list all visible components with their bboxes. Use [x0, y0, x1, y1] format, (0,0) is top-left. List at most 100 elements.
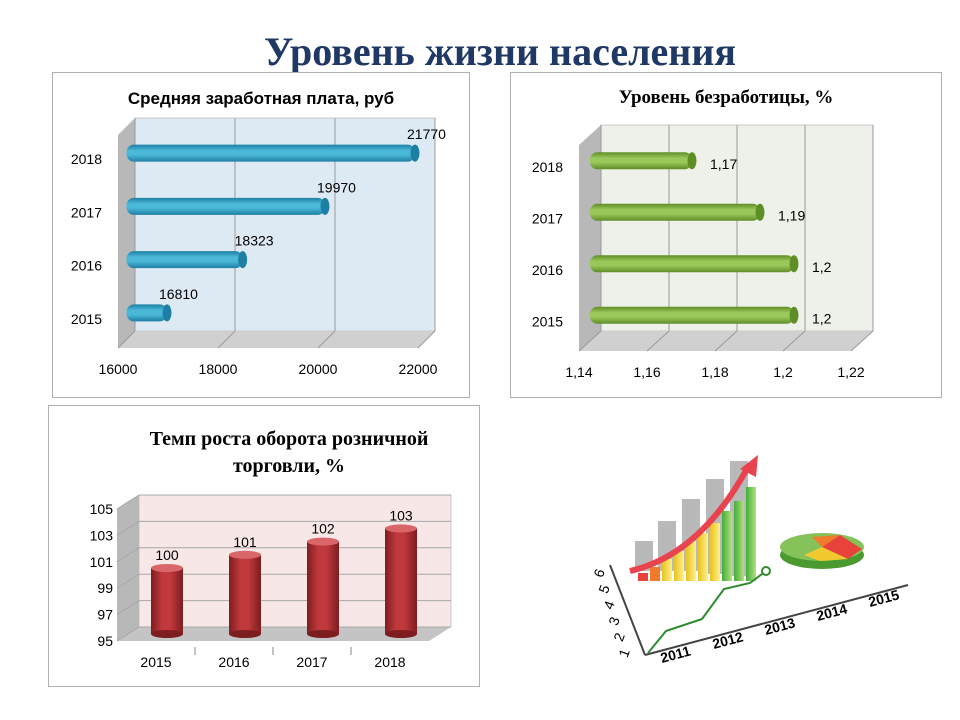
- retail-category-label: 2018: [374, 654, 405, 670]
- deco-y-axis: [609, 564, 646, 656]
- salary-data-label: 21770: [407, 126, 446, 142]
- deco-color-column: [674, 551, 684, 581]
- unemployment-chart-title: Уровень безработицы, %: [618, 87, 834, 108]
- retail-chart-title: Темп роста оборота розничной торговли, %: [79, 426, 499, 480]
- deco-color-column: [734, 501, 744, 581]
- salary-x-tick-label: 20000: [299, 361, 338, 377]
- salary-bar: [126, 197, 325, 215]
- retail-bar-base: [307, 630, 339, 638]
- retail-chart: 95 97 99 101 103 105 100 2015 101 2016 102 2017 103 2…: [90, 494, 452, 670]
- salary-gridline-floor: [317, 330, 336, 349]
- deco-color-column: [746, 487, 756, 581]
- unemp-bar-cap: [687, 152, 697, 170]
- unemp-x-tick-label: 1,16: [633, 364, 660, 380]
- salary-chart-title: Средняя заработная плата, руб: [127, 89, 395, 108]
- unemp-x-tick-label: 1,2: [773, 364, 793, 380]
- unemp-x-tick-label: 1,22: [837, 364, 864, 380]
- salary-chart: 16000 18000 20000 22000 2015 16810 2016 18323 20…: [71, 117, 446, 377]
- salary-data-label: 19970: [317, 179, 356, 195]
- salary-data-label: 16810: [159, 286, 198, 302]
- retail-bar: [151, 568, 183, 634]
- retail-gridline-side: [116, 573, 140, 589]
- retail-chart-title-line1: Темп роста оборота розничной: [149, 428, 429, 450]
- deco-color-column: [698, 533, 708, 581]
- retail-y-tick-label: 101: [90, 554, 114, 570]
- deco-pie-slice-yellow: [804, 547, 848, 561]
- retail-floor: [117, 627, 451, 641]
- retail-bar: [385, 528, 417, 634]
- retail-bar-cap: [151, 564, 183, 572]
- retail-bar-base: [151, 630, 183, 638]
- deco-red-arrow: [629, 465, 751, 574]
- salary-floor: [118, 331, 435, 348]
- salary-gridline-floor: [217, 330, 236, 349]
- retail-category-label: 2017: [296, 654, 327, 670]
- unemp-bar-cap: [755, 203, 765, 221]
- retail-bar: [307, 541, 339, 634]
- retail-data-label: 102: [311, 521, 335, 537]
- unemp-gridline-floor: [714, 330, 738, 352]
- salary-gridline-floor: [417, 330, 436, 349]
- salary-bar-cap: [238, 251, 248, 269]
- unemp-bar: [590, 152, 692, 170]
- unemp-gridline-floor: [782, 330, 806, 352]
- deco-color-column: [710, 523, 720, 581]
- deco-pie-slice-orange: [812, 535, 840, 547]
- unemp-data-label: 1,19: [778, 207, 805, 223]
- unemp-x-tick-label: 1,14: [565, 364, 592, 380]
- salary-category-label: 2018: [71, 151, 102, 167]
- unemp-category-label: 2017: [532, 210, 563, 226]
- deco-line-endpoint: [761, 566, 771, 576]
- salary-category-label: 2015: [71, 311, 102, 327]
- retail-bar-cap: [229, 550, 261, 559]
- salary-bar: [126, 144, 415, 162]
- unemployment-chart-panel: Уровень безработицы, % 1,14 1,16 1,18 1,2 1,…: [510, 72, 942, 398]
- unemp-bar: [590, 203, 760, 221]
- salary-bar-cap: [162, 304, 172, 322]
- deco-year-label: 2013: [763, 614, 797, 638]
- deco-color-column: [638, 573, 648, 581]
- salary-x-tick-label: 18000: [199, 361, 238, 377]
- unemp-data-label: 1,2: [812, 259, 832, 275]
- salary-side-wall: [118, 118, 135, 348]
- unemp-data-label: 1,2: [812, 310, 832, 326]
- salary-chart-panel: Средняя заработная плата, руб 16000 18000…: [52, 72, 470, 398]
- unemp-bar: [590, 306, 794, 324]
- salary-x-tick-label: 16000: [99, 361, 138, 377]
- unemp-category-label: 2016: [532, 262, 563, 278]
- salary-category-label: 2017: [71, 204, 102, 220]
- retail-chart-panel: Темп роста оборота розничной торговли, %…: [48, 405, 480, 687]
- deco-pie-slice-red: [822, 535, 862, 559]
- deco-color-column: [722, 511, 732, 581]
- retail-bar-base: [385, 630, 417, 638]
- unemp-gridline-floor: [646, 330, 670, 352]
- retail-chart-title-line2: торговли, %: [232, 455, 346, 477]
- deco-number-label: 6: [590, 566, 608, 579]
- retail-category-label: 2016: [218, 654, 249, 670]
- growth-chart-illustration: 2011 2012 2013 2014 2015 1 2 3 4 5 6: [590, 455, 909, 666]
- retail-bar-cap: [307, 537, 339, 546]
- deco-arrow-head: [740, 455, 758, 477]
- deco-number-label: 2: [610, 630, 628, 643]
- retail-bar-base: [229, 630, 261, 638]
- retail-gridline-side: [116, 520, 140, 536]
- deco-number-label: 5: [595, 582, 613, 595]
- unemp-category-label: 2015: [532, 313, 563, 329]
- deco-color-column: [686, 541, 696, 581]
- unemp-side-wall: [579, 125, 601, 351]
- retail-data-label: 101: [233, 534, 257, 550]
- salary-x-tick-label: 22000: [399, 361, 438, 377]
- deco-color-column: [662, 559, 672, 581]
- retail-y-tick-label: 99: [97, 580, 113, 596]
- deco-line-series: [647, 570, 767, 654]
- unemp-data-label: 1,17: [710, 156, 737, 172]
- retail-y-tick-label: 95: [97, 633, 113, 649]
- unemp-category-label: 2018: [532, 159, 563, 175]
- retail-data-label: 103: [389, 507, 413, 523]
- deco-number-label: 1: [615, 646, 633, 659]
- retail-bar-cap: [385, 524, 417, 533]
- salary-gridline-floor: [117, 330, 136, 349]
- retail-category-label: 2015: [140, 654, 171, 670]
- deco-number-label: 3: [605, 614, 623, 627]
- retail-y-tick-label: 105: [90, 501, 114, 517]
